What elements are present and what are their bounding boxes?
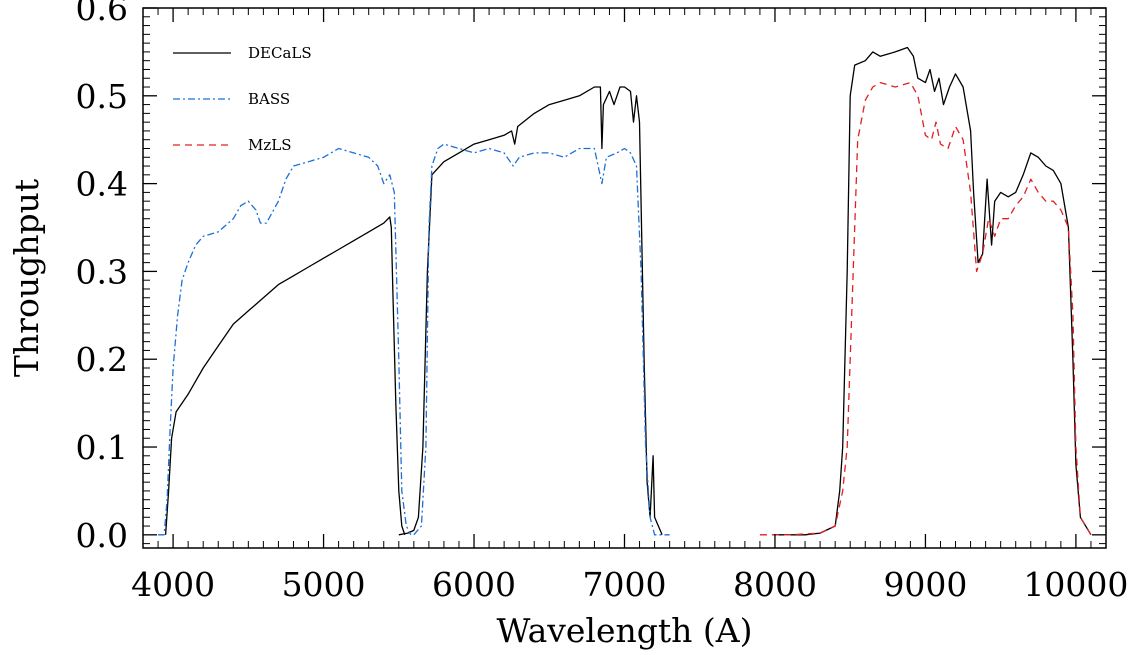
y-tick-label: 0.2 <box>76 340 128 379</box>
series-line-decals-segment-1 <box>164 216 406 536</box>
x-tick-label: 5000 <box>282 565 366 604</box>
legend-label-decals: DECaLS <box>248 44 312 62</box>
y-tick-label: 0.0 <box>76 516 128 555</box>
legend-label-bass: BASS <box>248 90 290 108</box>
legend-label-mzls: MzLS <box>248 136 292 154</box>
x-tick-label: 9000 <box>883 565 967 604</box>
axis-ticks <box>142 7 1107 548</box>
series-line-bass-segment-2 <box>413 143 670 536</box>
y-tick-label: 0.6 <box>76 0 128 28</box>
tick-labels: 4000 5000 6000 7000 8000 9000 10000 0.0 0.1 0.2 0.… <box>76 0 1129 604</box>
x-tick-label: 8000 <box>733 565 817 604</box>
series-line-decals-segment-3 <box>775 46 1092 536</box>
series-line-bass-segment-1 <box>158 147 412 536</box>
y-tick-label: 0.5 <box>76 77 128 116</box>
y-tick-label: 0.4 <box>76 165 128 204</box>
x-tick-label: 10000 <box>1023 565 1128 604</box>
y-tick-label: 0.1 <box>76 428 128 467</box>
plot-area <box>158 46 1092 536</box>
series-line-mzls-segment-1 <box>759 81 1092 536</box>
x-tick-label: 4000 <box>131 565 215 604</box>
x-axis-title: Wavelength (A) <box>497 611 753 650</box>
x-tick-label: 6000 <box>432 565 516 604</box>
y-axis-title: Throughput <box>7 179 46 377</box>
plot-frame <box>142 7 1107 549</box>
y-tick-label: 0.3 <box>76 252 128 291</box>
legend: DECaLS BASS MzLS <box>173 44 312 154</box>
x-tick-label: 7000 <box>583 565 667 604</box>
